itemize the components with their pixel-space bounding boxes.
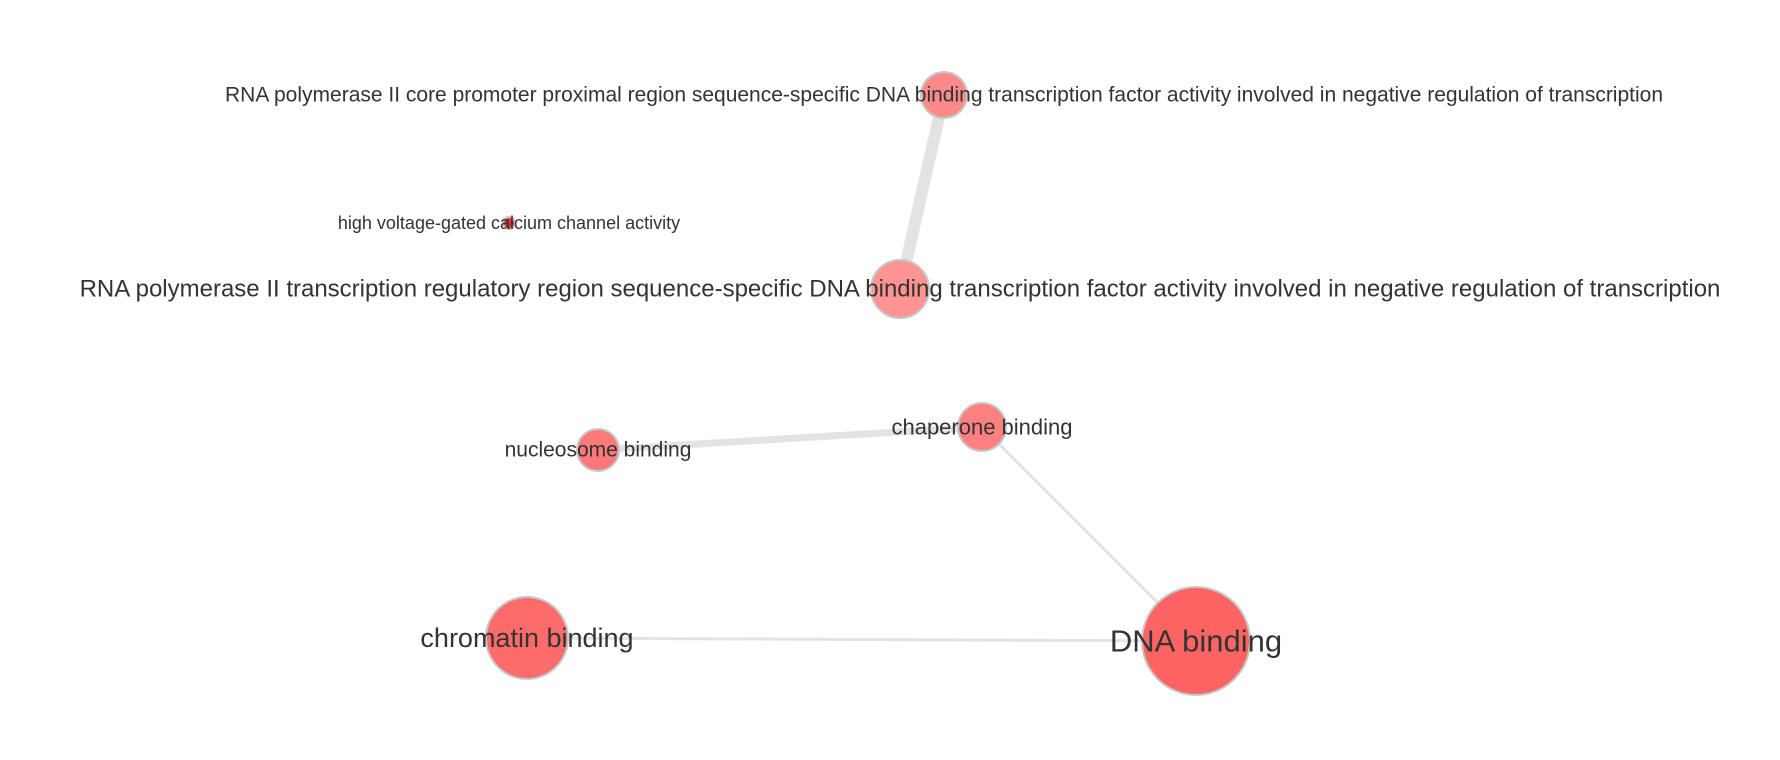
edge-nucleosome-binding-to-chaperone-binding [597,423,983,454]
nodes-layer [485,71,1251,696]
node-label-high-voltage-calcium: high voltage-gated calcium channel activ… [338,213,680,233]
labels-layer: RNA polymerase II core promoter proximal… [80,84,1721,659]
node-chaperone-binding[interactable] [957,402,1007,452]
node-dna-binding[interactable] [1141,586,1251,696]
node-label-chromatin-binding: chromatin binding [420,623,633,653]
node-rnap2-core-promoter[interactable] [920,71,968,119]
node-nucleosome-binding[interactable] [576,428,620,472]
node-label-chaperone-binding: chaperone binding [891,415,1072,440]
edge-rnap2-core-promoter-to-rnap2-regulatory-region [894,93,950,291]
node-label-nucleosome-binding: nucleosome binding [505,439,692,462]
node-label-rnap2-regulatory-region: RNA polymerase II transcription regulato… [80,276,1721,303]
node-high-voltage-calcium[interactable] [502,216,516,230]
node-rnap2-regulatory-region[interactable] [870,259,930,319]
node-chromatin-binding[interactable] [485,596,569,680]
edge-chromatin-binding-to-dna-binding [526,636,1197,643]
node-label-rnap2-core-promoter: RNA polymerase II core promoter proximal… [225,84,1663,107]
edges-layer [526,93,1198,643]
node-label-dna-binding: DNA binding [1110,624,1282,659]
